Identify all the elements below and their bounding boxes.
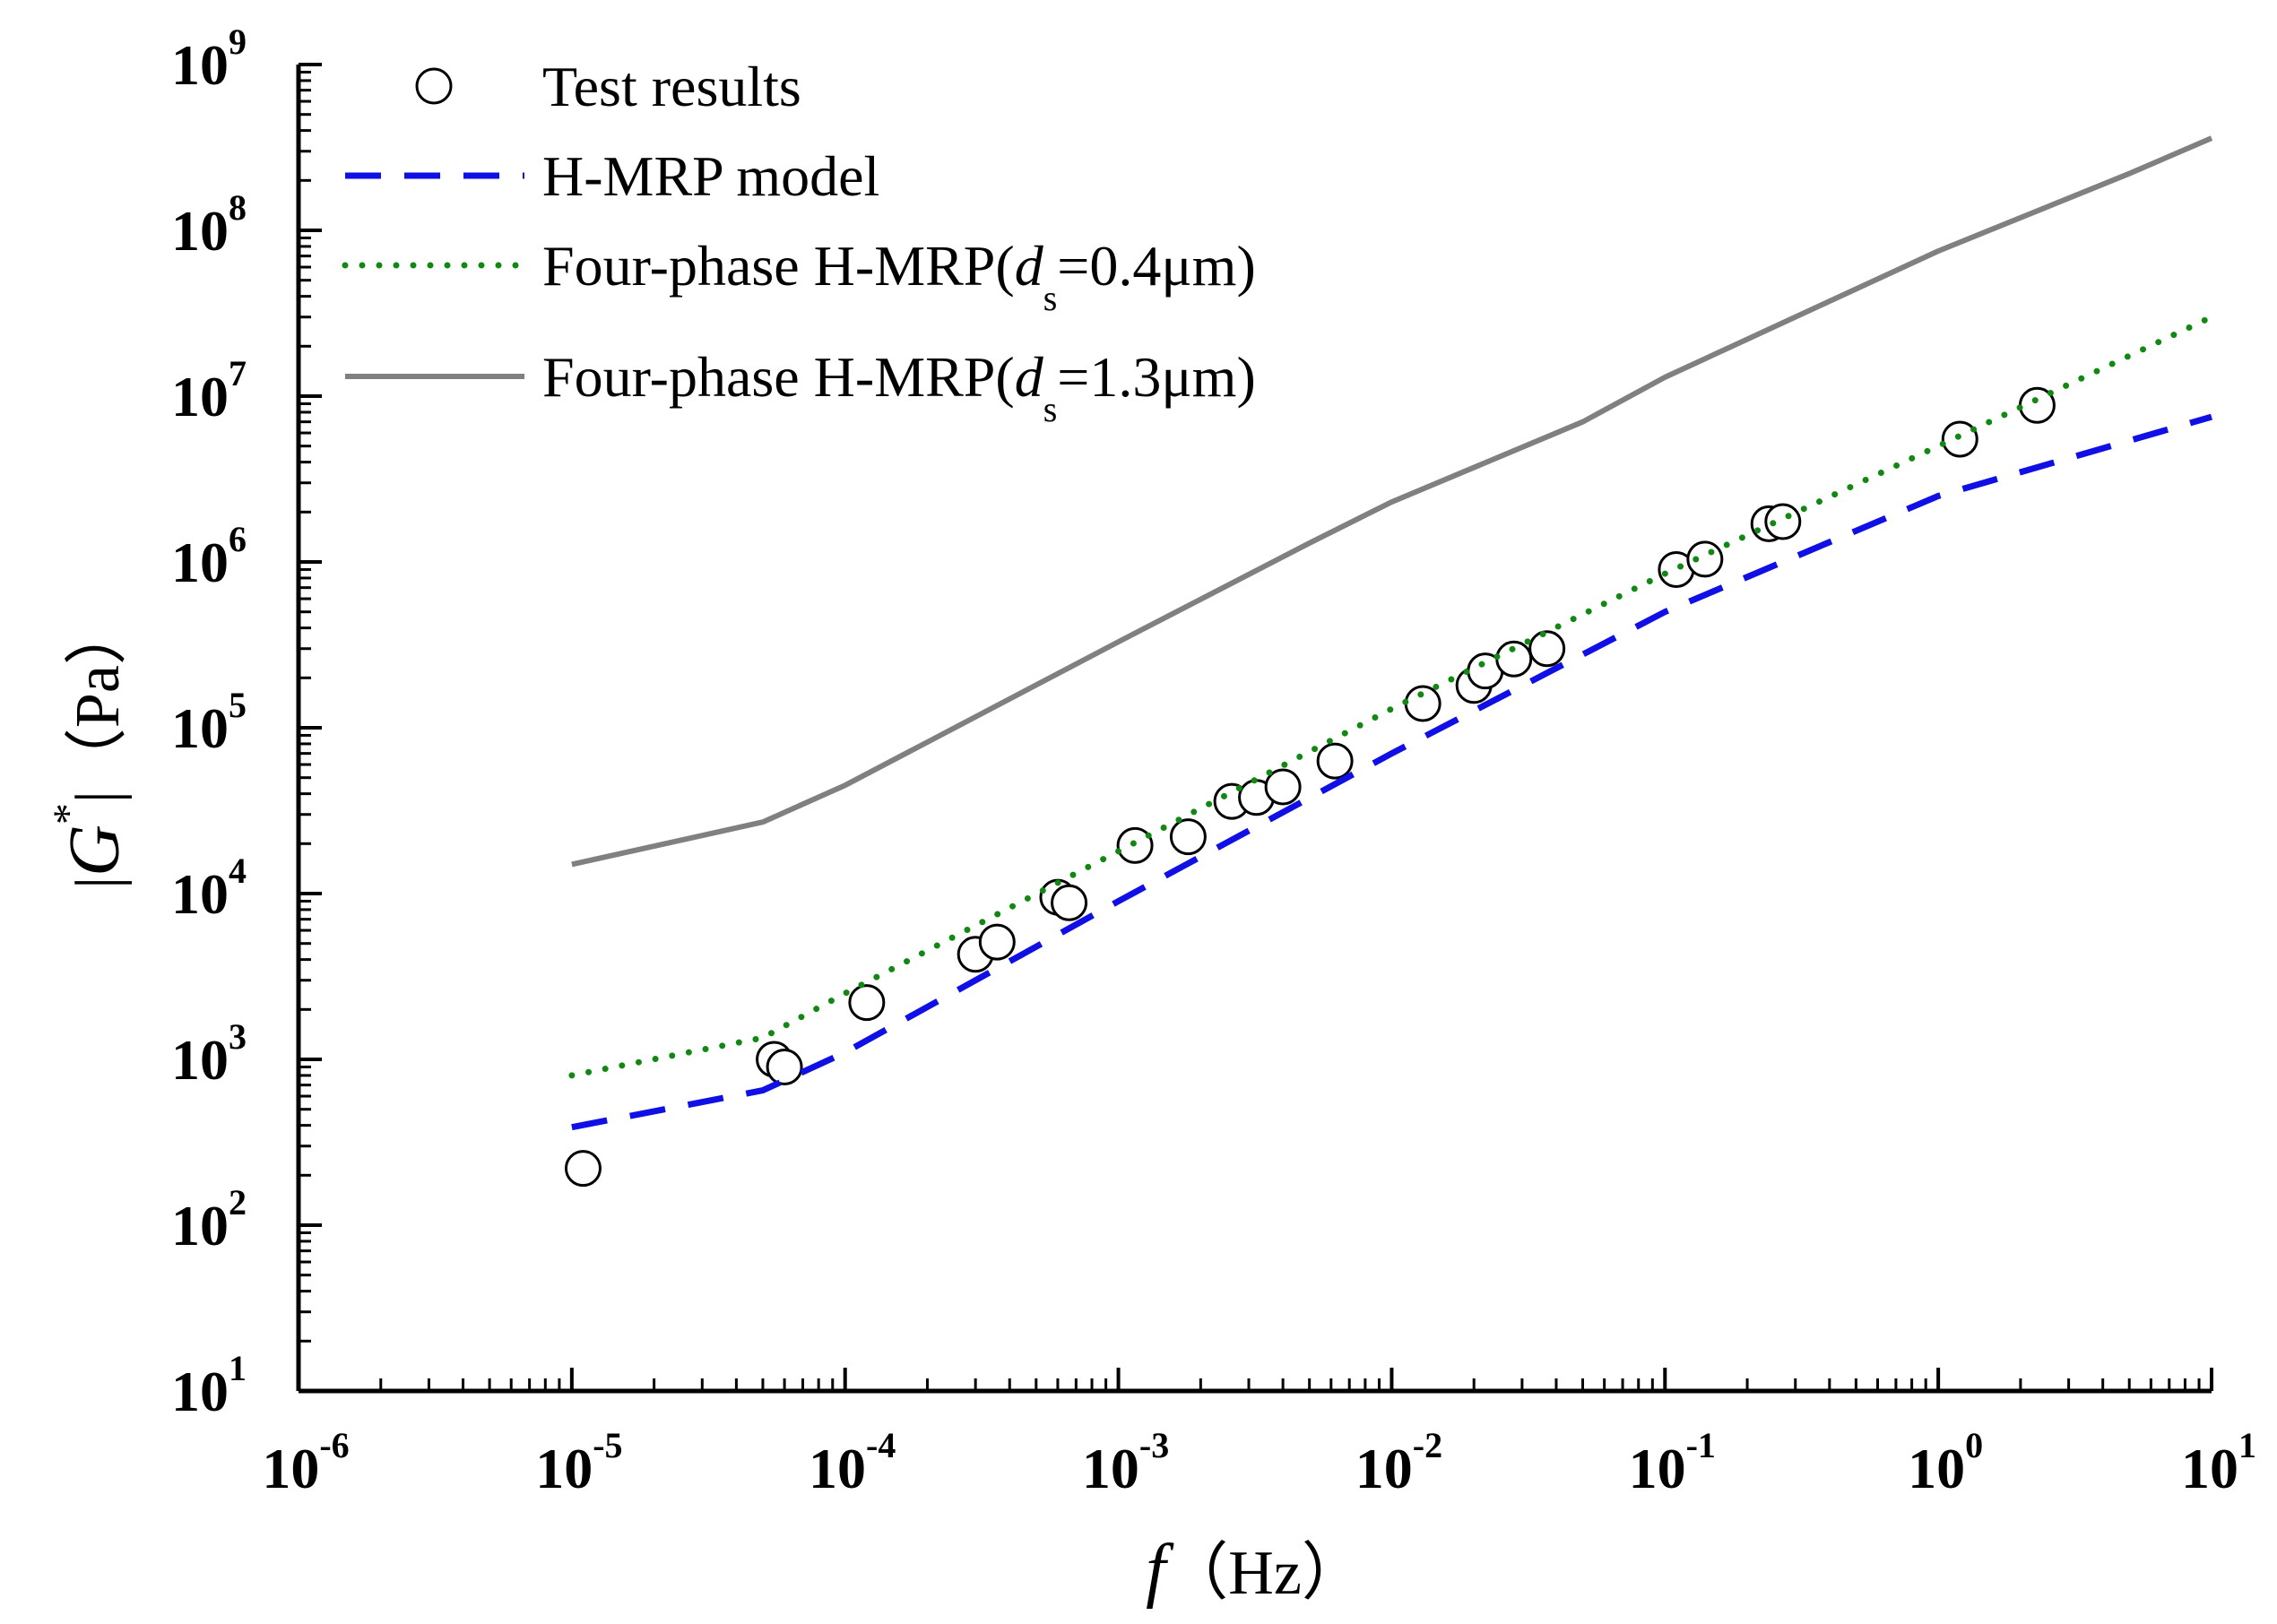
x-tick-exponent: -3 [1139,1425,1169,1465]
series-line [568,314,2215,1079]
data-point [766,1048,803,1085]
x-tick-exponent: 0 [1965,1425,1983,1465]
x-tick-label: 10-3 [1082,1425,1169,1500]
legend-label: Test results [542,55,801,118]
legend-subscript: s [1043,389,1058,429]
x-tick-label: 10-1 [1629,1425,1716,1500]
y-tick-label: 105 [171,685,247,760]
legend-text: H-MRP model [542,144,879,208]
y-tick-base: 10 [171,1028,229,1092]
x-axis-title: f（Hz） [1146,1531,1364,1610]
x-tick-base: 10 [2181,1437,2238,1500]
legend: Test results H-MRP model Four-phase H-MRP(… [342,55,1256,429]
y-tick-base: 10 [171,1194,229,1257]
y-axis-variable: G [56,825,134,877]
x-tick-exponent: -6 [319,1425,349,1465]
data-point [978,923,1016,961]
y-axis-unit: |（Pa） [64,602,133,803]
legend-subscript: s [1043,278,1058,318]
plot-area [564,135,2215,1188]
legend-text: =0.4μm) [1057,234,1256,298]
y-tick-label: 101 [171,1348,247,1423]
data-point [1169,818,1207,856]
x-tick-label: 10-2 [1355,1425,1442,1500]
y-tick-exponent: 6 [229,519,247,559]
x-tick-base: 10 [262,1437,319,1500]
legend-text: Test results [542,55,801,118]
series-0 [564,386,2056,1188]
y-tick-exponent: 2 [229,1182,247,1222]
legend-text: Four-phase H-MRP( [542,345,1015,409]
y-tick-label: 108 [171,187,247,263]
y-tick-label: 102 [171,1182,247,1257]
y-axis-bar-left: | [64,877,133,889]
y-axis-superscript: * [45,803,92,825]
data-point [848,984,886,1022]
x-axis-unit: （Hz） [1165,1539,1364,1608]
legend-text: =1.3μm) [1057,345,1256,409]
y-tick-label: 109 [171,22,247,97]
data-point [564,1150,602,1188]
data-point [1404,685,1442,722]
y-tick-base: 10 [171,696,229,760]
x-tick-base: 10 [1908,1437,1965,1500]
y-tick-label: 104 [171,851,247,926]
x-tick-exponent: -2 [1413,1425,1442,1465]
data-point [1051,884,1088,921]
y-tick-base: 10 [171,862,229,926]
data-point [1528,630,1566,668]
y-tick-exponent: 8 [229,187,247,228]
legend-label: Four-phase H-MRP(ds=1.3μm) [542,345,1256,429]
y-tick-exponent: 4 [229,851,247,891]
series-2 [568,314,2215,1079]
x-tick-label: 101 [2181,1425,2256,1500]
x-tick-label: 10-5 [535,1425,622,1500]
legend-text: Four-phase H-MRP( [542,234,1015,298]
y-tick-base: 10 [171,33,229,97]
x-tick-base: 10 [1629,1437,1686,1500]
x-tick-base: 10 [809,1437,866,1500]
series-line [571,135,2213,868]
legend-item: Four-phase H-MRP(ds=0.4μm) [342,234,1256,318]
y-tick-exponent: 9 [229,22,247,62]
legend-label: H-MRP model [542,144,879,208]
y-tick-exponent: 7 [229,353,247,393]
x-tick-exponent: 1 [2238,1425,2256,1465]
legend-item: Four-phase H-MRP(ds=1.3μm) [345,345,1256,429]
y-tick-base: 10 [171,365,229,428]
x-tick-base: 10 [535,1437,593,1500]
series-line [571,413,2212,1131]
y-tick-label: 106 [171,519,247,594]
legend-marker [415,67,453,105]
y-tick-base: 10 [171,199,229,263]
data-point [1316,742,1354,780]
y-tick-label: 103 [171,1016,247,1092]
y-tick-exponent: 1 [229,1348,247,1388]
legend-variable: d [1015,234,1044,298]
y-tick-label: 107 [171,353,247,428]
series-3 [571,135,2213,868]
series-1 [571,413,2212,1131]
legend-label: Four-phase H-MRP(ds=0.4μm) [542,234,1256,318]
y-tick-base: 10 [171,1360,229,1423]
x-tick-base: 10 [1355,1437,1413,1500]
x-tick-label: 10-6 [262,1425,349,1500]
data-point [1764,503,1802,540]
y-tick-exponent: 3 [229,1016,247,1057]
y-axis-title: |G*|（Pa） [45,602,134,889]
x-tick-base: 10 [1082,1437,1139,1500]
legend-item: H-MRP model [345,144,879,208]
x-tick-exponent: -1 [1686,1425,1716,1465]
y-tick-exponent: 5 [229,685,247,725]
y-tick-base: 10 [171,531,229,594]
legend-variable: d [1015,345,1044,409]
x-tick-exponent: -5 [593,1425,622,1465]
x-tick-label: 10-4 [809,1425,896,1500]
x-tick-label: 100 [1908,1425,1983,1500]
legend-item: Test results [415,55,801,118]
axes: 10-6 10-5 10-4 10-3 10-2 10-1 100 1011011021031… [45,22,2256,1610]
data-point [1264,768,1302,806]
x-tick-exponent: -4 [866,1425,896,1465]
